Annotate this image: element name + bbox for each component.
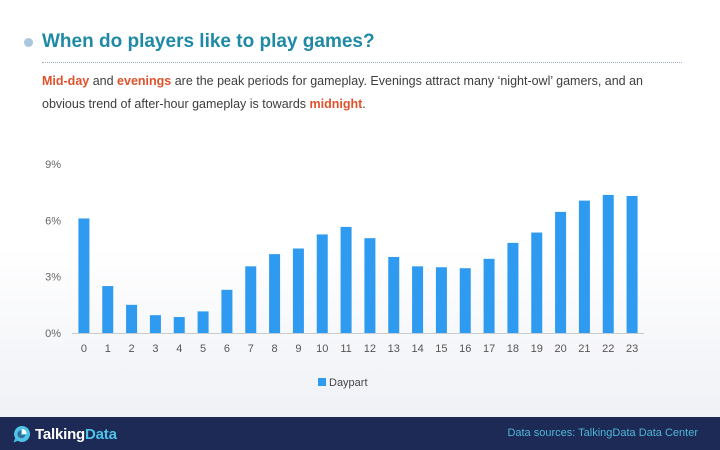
highlight-evenings: evenings xyxy=(117,74,172,88)
x-tick-label: 6 xyxy=(224,343,230,355)
bar-hour-6 xyxy=(221,289,233,333)
x-tick-label: 20 xyxy=(554,343,566,355)
page-title: When do players like to play games? xyxy=(42,31,375,52)
talkingdata-logo-icon xyxy=(13,426,31,443)
bar-hour-3 xyxy=(149,315,161,333)
x-tick-label: 18 xyxy=(507,343,519,355)
bar-hour-20 xyxy=(555,211,567,333)
y-tick-label: 0% xyxy=(45,328,61,340)
talkingdata-logo: TalkingData xyxy=(12,424,117,444)
logo-word-talking: Talking xyxy=(35,425,85,443)
y-tick-label: 3% xyxy=(45,272,61,284)
x-tick-label: 15 xyxy=(435,343,447,355)
bar-hour-9 xyxy=(292,248,304,333)
bar-hour-14 xyxy=(412,266,424,333)
legend-swatch xyxy=(318,378,326,386)
title-divider xyxy=(42,62,682,63)
data-source-note: Data sources: TalkingData Data Center xyxy=(507,427,698,439)
bar-hour-16 xyxy=(459,268,471,333)
logo-wordmark: TalkingData xyxy=(35,426,117,443)
x-tick-label: 19 xyxy=(531,343,543,355)
daypart-bar-chart: 0%3%6%9%0 1 2 3 4 5 6 7 8 9 10 11 12 13 14 15 16 17 18 19 20… xyxy=(45,159,644,389)
x-tick-label: 0 xyxy=(81,343,87,355)
bar-hour-21 xyxy=(578,200,590,333)
legend-label: Daypart xyxy=(329,377,368,389)
x-tick-label: 3 xyxy=(152,343,158,355)
x-tick-label: 22 xyxy=(602,343,614,355)
x-tick-label: 4 xyxy=(176,343,182,355)
chart-description: Mid-day and evenings are the peak period… xyxy=(42,70,682,116)
bar-hour-10 xyxy=(316,234,328,333)
x-tick-label: 16 xyxy=(459,343,471,355)
x-tick-label: 7 xyxy=(248,343,254,355)
x-tick-label: 23 xyxy=(626,343,638,355)
description-text: are the peak periods for gameplay. Eveni… xyxy=(42,74,644,111)
x-tick-label: 8 xyxy=(272,343,278,355)
x-tick-label: 14 xyxy=(411,343,423,355)
description-text: . xyxy=(362,97,366,111)
title-bullet xyxy=(24,38,33,47)
highlight-midnight: midnight xyxy=(309,97,363,111)
bar-hour-12 xyxy=(364,238,376,333)
x-tick-label: 2 xyxy=(129,343,135,355)
x-tick-label: 10 xyxy=(316,343,328,355)
bar-hour-5 xyxy=(197,311,209,333)
y-tick-label: 9% xyxy=(45,159,61,171)
bar-hour-0 xyxy=(78,218,90,333)
highlight-midday: Mid-day xyxy=(42,74,90,88)
footer-bar: TalkingData Data sources: TalkingData Da… xyxy=(0,417,720,450)
x-tick-label: 17 xyxy=(483,343,495,355)
bar-hour-18 xyxy=(507,242,519,333)
x-tick-label: 13 xyxy=(388,343,400,355)
bar-hour-22 xyxy=(602,194,614,333)
y-tick-label: 6% xyxy=(45,215,61,227)
bar-hour-19 xyxy=(531,232,543,333)
x-tick-label: 5 xyxy=(200,343,206,355)
x-tick-label: 21 xyxy=(578,343,590,355)
x-tick-label: 11 xyxy=(340,343,351,355)
bar-hour-11 xyxy=(340,226,352,333)
x-tick-label: 1 xyxy=(105,343,111,355)
bar-hour-15 xyxy=(435,267,447,333)
bar-hour-8 xyxy=(269,254,281,333)
description-text: and xyxy=(89,74,118,88)
bar-hour-7 xyxy=(245,266,257,333)
x-tick-label: 9 xyxy=(295,343,301,355)
bar-hour-2 xyxy=(126,304,138,333)
bar-hour-1 xyxy=(102,286,114,333)
bar-hour-17 xyxy=(483,258,495,333)
bar-hour-13 xyxy=(388,256,400,333)
x-tick-label: 12 xyxy=(364,343,376,355)
logo-word-data: Data xyxy=(85,425,117,443)
bar-hour-4 xyxy=(173,317,185,333)
bar-hour-23 xyxy=(626,195,638,333)
